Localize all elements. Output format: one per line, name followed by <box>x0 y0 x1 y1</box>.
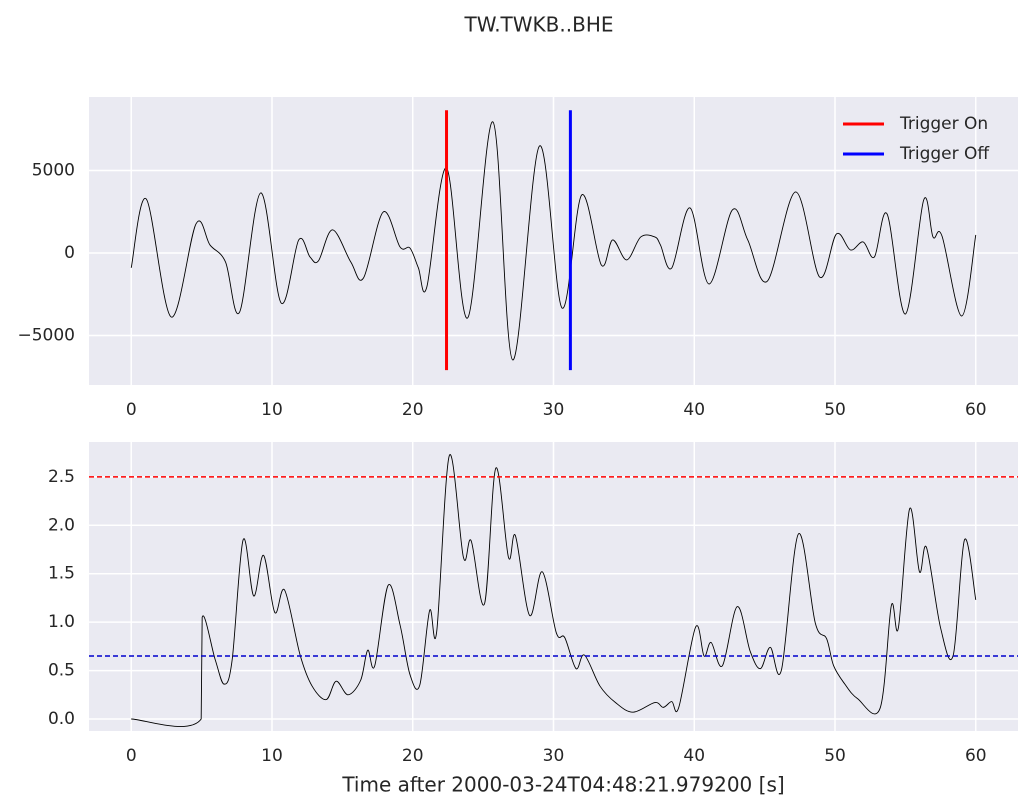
x-tick-label: 40 <box>683 400 705 420</box>
y-tick-label: 0 <box>64 243 75 263</box>
x-tick-label: 30 <box>543 400 565 420</box>
y-tick-label: 2.0 <box>48 515 75 535</box>
x-tick-label: 10 <box>261 746 283 766</box>
x-tick-label: 20 <box>402 400 424 420</box>
x-tick-label: 60 <box>965 746 987 766</box>
y-tick-label: 1.5 <box>48 564 75 584</box>
legend-label: Trigger Off <box>899 144 990 164</box>
x-tick-label: 30 <box>543 746 565 766</box>
x-tick-label: 20 <box>402 746 424 766</box>
figure-title: TW.TWKB..BHE <box>464 13 614 37</box>
x-tick-label: 0 <box>126 400 137 420</box>
y-tick-label: 0.0 <box>48 709 75 729</box>
y-tick-label: 5000 <box>32 160 75 180</box>
y-tick-label: 1.0 <box>48 612 75 632</box>
legend-label: Trigger On <box>899 114 988 134</box>
x-tick-label: 60 <box>965 400 987 420</box>
trace-line <box>130 121 977 361</box>
x-axis-label: Time after 2000-03-24T04:48:21.979200 [s… <box>341 773 784 797</box>
x-tick-label: 0 <box>126 746 137 766</box>
trace-line <box>131 454 977 727</box>
y-tick-label: 0.5 <box>48 661 75 681</box>
x-tick-label: 50 <box>824 400 846 420</box>
x-tick-label: 10 <box>261 400 283 420</box>
y-tick-label: −5000 <box>17 325 75 345</box>
y-tick-label: 2.5 <box>48 467 75 487</box>
x-tick-label: 50 <box>824 746 846 766</box>
x-tick-label: 40 <box>683 746 705 766</box>
